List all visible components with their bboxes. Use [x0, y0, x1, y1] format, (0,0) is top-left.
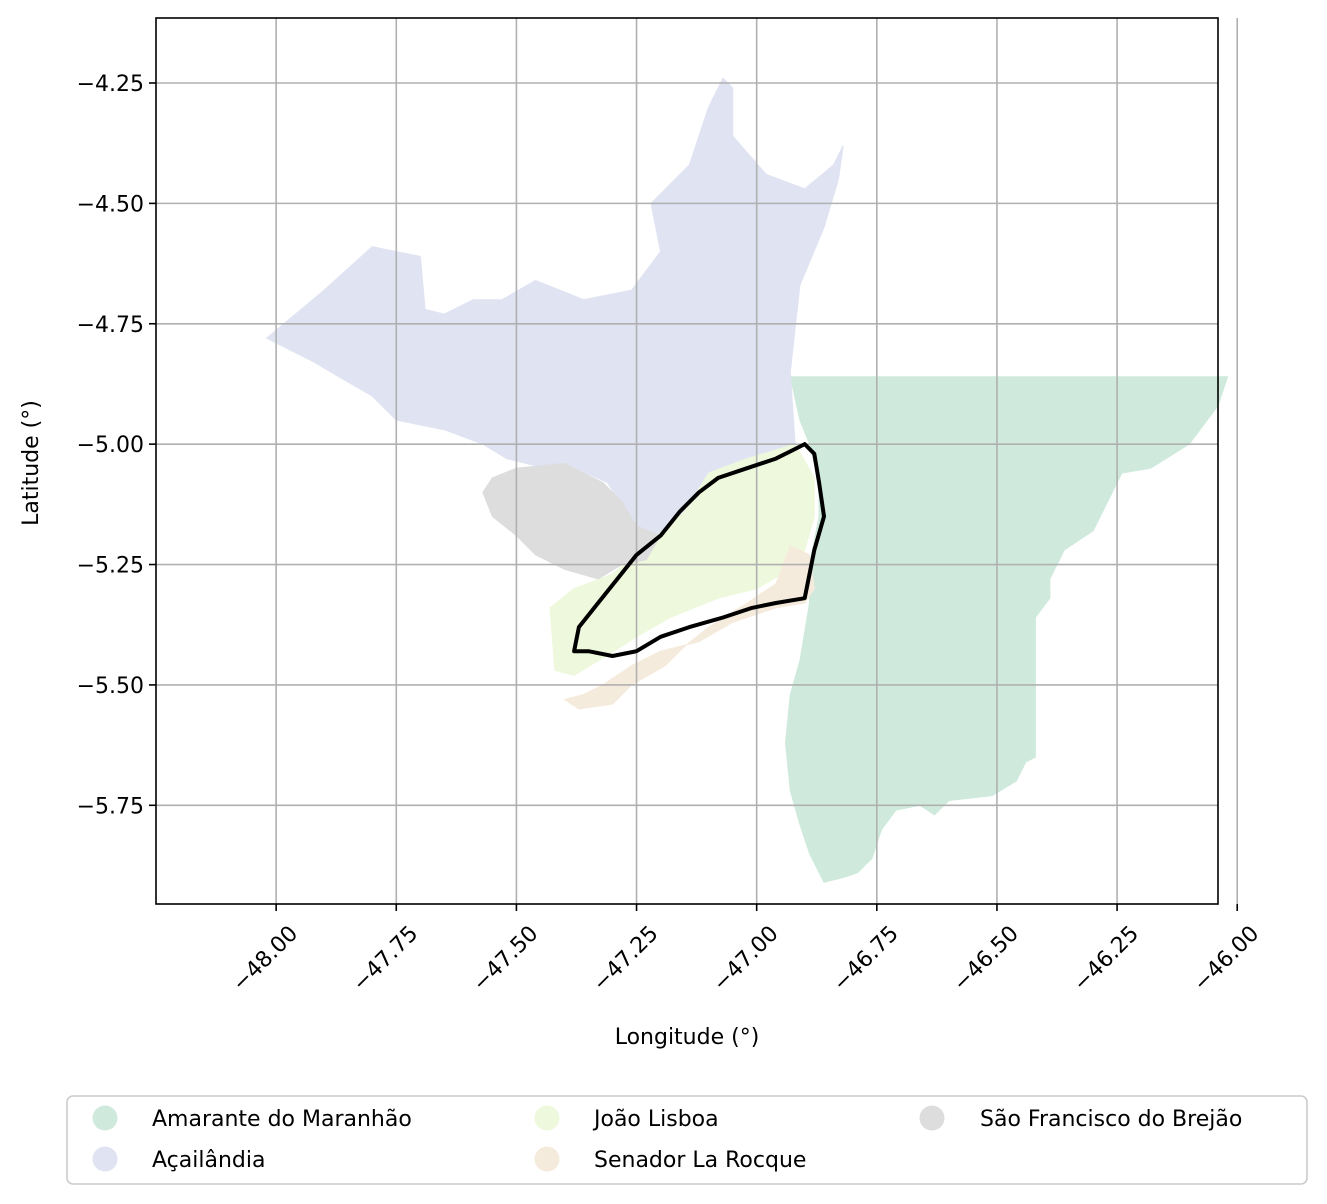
y-tick-label: −4.25 [77, 72, 144, 97]
legend-label-joao-lisboa: João Lisboa [592, 1107, 719, 1132]
legend-marker-acailandia [92, 1146, 118, 1172]
legend-marker-senador-la-rocque [534, 1146, 560, 1172]
legend-label-acailandia: Açailândia [152, 1148, 265, 1173]
legend-marker-sao-francisco-do-brejao [919, 1105, 945, 1131]
region-senador-la-rocque [563, 544, 815, 710]
legend-label-amarante-do-maranhao: Amarante do Maranhão [152, 1107, 412, 1132]
y-tick-label: −5.00 [77, 433, 144, 458]
legend: Amarante do Maranhão Açailândia João Lisbo… [66, 1095, 1308, 1185]
highlight-outline-layer [572, 442, 826, 658]
legend-marker-joao-lisboa [534, 1105, 560, 1131]
x-tick-label: −46.75 [829, 921, 904, 996]
x-tick-label: −46.50 [949, 921, 1024, 996]
x-tick-label: −47.00 [708, 921, 783, 996]
legend-label-senador-la-rocque: Senador La Rocque [594, 1148, 806, 1173]
x-axis: −48.00 −47.75 −47.50 −47.25 −47.00 −46.75 −46.… [228, 904, 1264, 997]
y-tick-label: −5.50 [77, 674, 144, 699]
y-axis-title: Latitude (°) [19, 400, 44, 526]
y-tick-label: −5.25 [77, 554, 144, 579]
legend-box [66, 1095, 1308, 1185]
region-amarante-do-maranhao [784, 376, 1229, 883]
y-tick-label: −4.50 [77, 192, 144, 217]
x-tick-label: −48.00 [228, 921, 303, 996]
x-tick-label: −46.00 [1189, 921, 1264, 996]
plot-frame [155, 17, 1219, 905]
region-sao-francisco-do-brejao [482, 462, 662, 580]
y-tick-label: −4.75 [77, 313, 144, 338]
x-tick-label: −46.25 [1069, 921, 1144, 996]
y-axis: −4.25 −4.50 −4.75 −5.00 −5.25 −5.50 −5.75 [77, 72, 156, 819]
x-tick-label: −47.25 [588, 921, 663, 996]
highlight-outline [572, 442, 826, 658]
y-tick-label: −5.75 [77, 794, 144, 819]
legend-label-sao-francisco-do-brejao: São Francisco do Brejão [980, 1107, 1242, 1132]
x-tick-label: −47.75 [348, 921, 423, 996]
x-axis-title: Longitude (°) [615, 1025, 760, 1050]
legend-marker-amarante-do-maranhao [92, 1105, 118, 1131]
regions-layer [265, 77, 1229, 883]
region-acailandia [265, 77, 844, 542]
grid-layer [156, 18, 1239, 904]
x-tick-label: −47.50 [468, 921, 543, 996]
